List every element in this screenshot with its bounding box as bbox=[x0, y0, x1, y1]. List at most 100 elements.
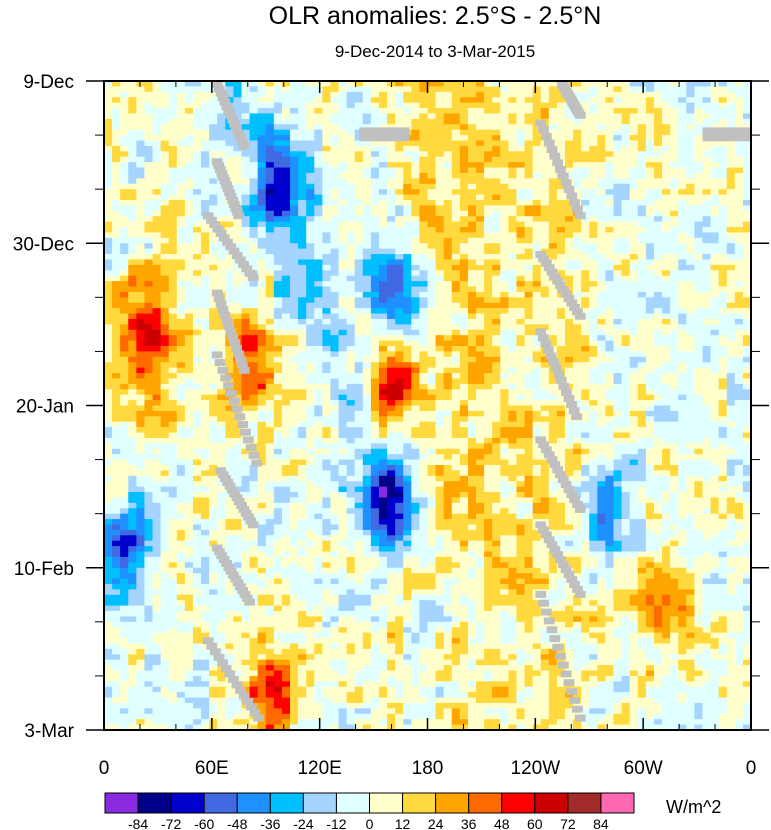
field-cell bbox=[726, 178, 736, 185]
field-cell bbox=[290, 324, 299, 331]
field-cell bbox=[201, 281, 210, 288]
field-cell bbox=[298, 162, 307, 169]
field-cell bbox=[160, 189, 170, 196]
field-cell bbox=[338, 108, 348, 115]
field-cell bbox=[168, 324, 178, 331]
field-cell bbox=[516, 389, 526, 396]
field-cell bbox=[265, 318, 275, 325]
field-cell bbox=[678, 297, 687, 304]
field-cell bbox=[104, 151, 113, 158]
field-cell bbox=[508, 86, 518, 93]
field-cell bbox=[281, 135, 291, 142]
field-cell bbox=[686, 335, 695, 342]
field-cell bbox=[128, 221, 137, 228]
field-cell bbox=[500, 286, 509, 293]
field-cell bbox=[338, 248, 348, 255]
field-cell bbox=[241, 135, 251, 142]
field-cell bbox=[362, 254, 372, 261]
field-cell bbox=[678, 178, 687, 185]
field-cell bbox=[387, 351, 396, 358]
field-cell bbox=[645, 243, 655, 250]
field-cell bbox=[160, 389, 170, 396]
field-cell bbox=[265, 113, 275, 120]
field-cell bbox=[419, 151, 429, 158]
field-cell bbox=[613, 275, 623, 282]
field-cell bbox=[637, 405, 647, 412]
field-cell bbox=[427, 291, 437, 298]
field-cell bbox=[508, 145, 518, 152]
field-cell bbox=[378, 313, 388, 320]
field-cell bbox=[613, 216, 623, 223]
field-cell bbox=[653, 270, 663, 277]
field-cell bbox=[152, 400, 162, 407]
field-cell bbox=[176, 383, 186, 390]
field-cell bbox=[136, 135, 146, 142]
field-cell bbox=[492, 270, 501, 277]
field-cell bbox=[451, 335, 461, 342]
field-cell bbox=[209, 102, 218, 109]
field-cell bbox=[160, 151, 170, 158]
field-cell bbox=[670, 135, 679, 142]
field-cell bbox=[734, 97, 744, 104]
field-cell bbox=[581, 183, 590, 190]
field-cell bbox=[443, 394, 453, 401]
field-cell bbox=[330, 108, 340, 115]
field-cell bbox=[694, 324, 704, 331]
field-cell bbox=[742, 194, 751, 201]
field-cell bbox=[524, 264, 534, 271]
field-cell bbox=[653, 189, 663, 196]
field-cell bbox=[338, 254, 348, 261]
field-cell bbox=[726, 227, 736, 234]
field-cell bbox=[306, 373, 315, 380]
field-cell bbox=[306, 405, 315, 412]
field-cell bbox=[330, 140, 340, 147]
field-cell bbox=[128, 286, 137, 293]
field-cell bbox=[500, 340, 509, 347]
field-cell bbox=[532, 302, 542, 309]
field-cell bbox=[281, 416, 291, 423]
field-cell bbox=[168, 351, 178, 358]
field-cell bbox=[589, 135, 598, 142]
field-cell bbox=[629, 243, 639, 250]
field-cell bbox=[209, 205, 218, 212]
field-cell bbox=[492, 389, 501, 396]
field-cell bbox=[346, 410, 356, 417]
field-cell bbox=[508, 162, 518, 169]
field-cell bbox=[136, 416, 146, 423]
field-cell bbox=[403, 335, 412, 342]
field-cell bbox=[354, 291, 364, 298]
field-cell bbox=[160, 135, 170, 142]
field-cell bbox=[718, 254, 728, 261]
field-cell bbox=[411, 178, 421, 185]
field-cell bbox=[411, 259, 421, 266]
field-cell bbox=[330, 156, 340, 163]
field-cell bbox=[540, 227, 550, 234]
field-cell bbox=[694, 286, 704, 293]
field-cell bbox=[613, 340, 623, 347]
field-cell bbox=[273, 118, 283, 125]
field-cell bbox=[637, 210, 647, 217]
field-cell bbox=[322, 140, 332, 147]
field-cell bbox=[492, 151, 501, 158]
field-cell bbox=[694, 362, 704, 369]
field-cell bbox=[653, 335, 663, 342]
field-cell bbox=[427, 221, 437, 228]
field-cell bbox=[314, 335, 323, 342]
field-cell bbox=[459, 313, 469, 320]
field-cell bbox=[484, 189, 493, 196]
field-cell bbox=[370, 151, 380, 158]
field-cell bbox=[144, 216, 154, 223]
field-cell bbox=[338, 145, 348, 152]
field-cell bbox=[241, 221, 251, 228]
field-cell bbox=[702, 199, 712, 206]
field-cell bbox=[168, 162, 178, 169]
field-cell bbox=[241, 91, 251, 98]
field-cell bbox=[670, 102, 679, 109]
field-cell bbox=[451, 383, 461, 390]
field-cell bbox=[152, 291, 162, 298]
field-cell bbox=[524, 259, 534, 266]
field-cell bbox=[322, 221, 332, 228]
field-cell bbox=[120, 362, 129, 369]
field-cell bbox=[257, 394, 267, 401]
field-cell bbox=[564, 324, 574, 331]
